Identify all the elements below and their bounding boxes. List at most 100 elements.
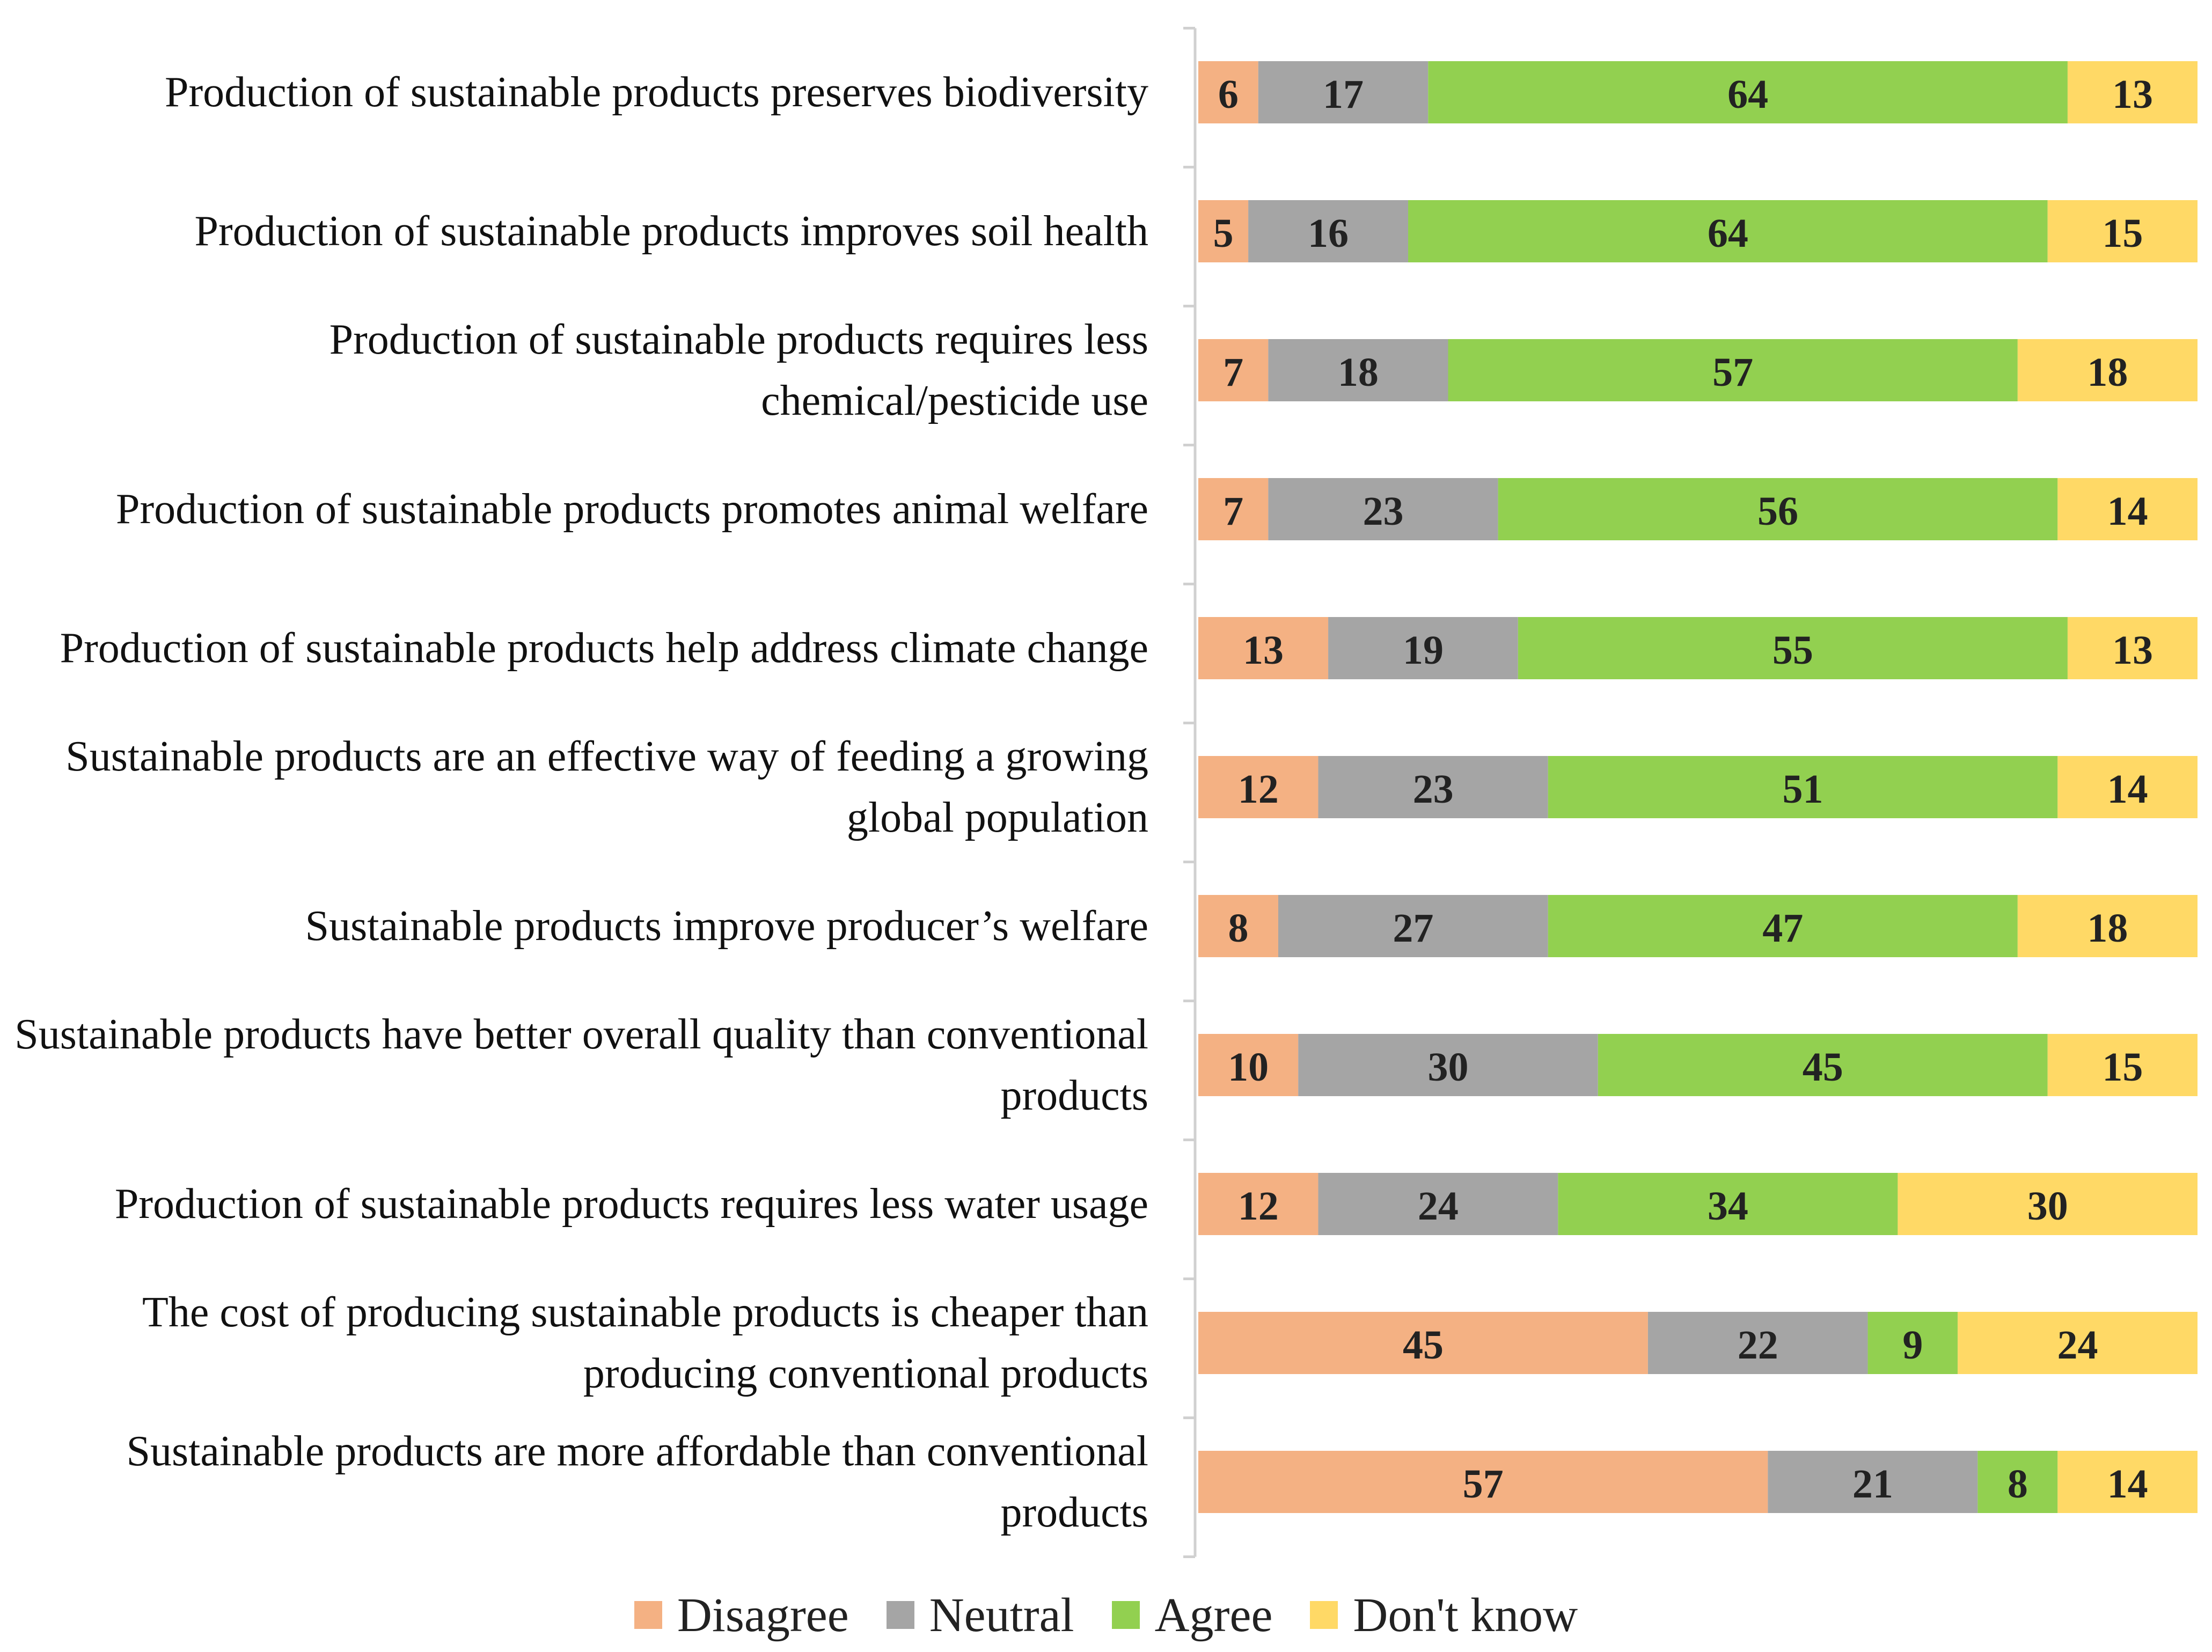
data-label: 13 xyxy=(2112,628,2153,673)
data-label: 23 xyxy=(1413,767,1454,812)
bar-segment xyxy=(1958,1312,2198,1374)
bar-segment xyxy=(2047,1034,2198,1096)
data-label: 18 xyxy=(2087,906,2128,951)
data-label: 47 xyxy=(1762,906,1803,951)
legend-item: Don't know xyxy=(1310,1588,1578,1643)
bar-segment xyxy=(1198,200,1249,262)
bar-segment xyxy=(2067,617,2198,679)
data-label: 17 xyxy=(1323,72,1364,117)
data-label: 55 xyxy=(1772,628,1813,673)
legend-label: Neutral xyxy=(929,1588,1074,1642)
bar-segment xyxy=(1318,1173,1558,1235)
data-label: 64 xyxy=(1727,72,1768,117)
data-label: 15 xyxy=(2102,1045,2143,1090)
data-label: 9 xyxy=(1902,1323,1923,1368)
legend-swatch xyxy=(1310,1601,1338,1629)
bar-segment xyxy=(1268,339,1448,401)
bar-segment xyxy=(1198,617,1329,679)
data-label: 24 xyxy=(1418,1184,1459,1229)
y-tick-label: Production of sustainable products impro… xyxy=(194,208,1149,255)
data-label: 45 xyxy=(1803,1045,1843,1090)
data-label: 12 xyxy=(1238,1184,1279,1229)
y-tick-label: The cost of producing sustainable produc… xyxy=(142,1289,1148,1397)
bar-segment xyxy=(1428,61,2068,123)
bar-segment xyxy=(1198,61,1258,123)
bar-segment xyxy=(1298,1034,1598,1096)
bar-segment xyxy=(1198,1451,1768,1513)
y-tick-label: Sustainable products have better overall… xyxy=(14,1011,1148,1119)
data-label: 34 xyxy=(1708,1184,1748,1229)
data-label: 22 xyxy=(1738,1323,1778,1368)
legend-item: Neutral xyxy=(886,1588,1074,1643)
bar-segment xyxy=(1198,895,1278,957)
y-tick-label: Sustainable products are an effective wa… xyxy=(65,733,1148,841)
y-tick-label: Sustainable products improve producer’s … xyxy=(305,902,1148,950)
bar-segment xyxy=(1318,756,1548,818)
bar-segment xyxy=(2047,200,2198,262)
data-label: 21 xyxy=(1852,1462,1893,1507)
data-label: 14 xyxy=(2107,1462,2148,1507)
data-label: 10 xyxy=(1228,1045,1269,1090)
bar-segment xyxy=(1408,200,2048,262)
bar-segment xyxy=(1198,339,1269,401)
bar-segment xyxy=(2057,756,2198,818)
data-label: 24 xyxy=(2057,1323,2098,1368)
data-label: 6 xyxy=(1218,72,1239,117)
bar-segment xyxy=(1548,756,2058,818)
bar-segment xyxy=(2017,339,2198,401)
data-label: 27 xyxy=(1393,906,1433,951)
bar-segment xyxy=(1518,617,2068,679)
bar-segment xyxy=(1198,1173,1319,1235)
data-label: 56 xyxy=(1757,489,1798,534)
legend-label: Disagree xyxy=(677,1588,849,1642)
data-label: 18 xyxy=(1338,350,1379,395)
plot-area: 6 17 64 13 5 16 64 15 7 18 57 18 7 23 56 14 13 19 55 13 12 23… xyxy=(1183,27,2198,1558)
data-label: 8 xyxy=(2008,1462,2028,1507)
data-label: 57 xyxy=(1463,1462,1504,1507)
bar-segment xyxy=(1647,1312,1868,1374)
data-label: 5 xyxy=(1213,211,1234,256)
data-label: 57 xyxy=(1712,350,1753,395)
bar-segment xyxy=(1598,1034,2048,1096)
legend: Disagree Neutral Agree Don't know xyxy=(0,1585,2212,1644)
bar-segment xyxy=(2057,478,2198,540)
data-label: 8 xyxy=(1228,906,1248,951)
data-label: 7 xyxy=(1223,350,1243,395)
bar-segment xyxy=(1268,478,1498,540)
data-label: 51 xyxy=(1783,767,1823,812)
bar-segment xyxy=(1977,1451,2058,1513)
y-tick-label: Production of sustainable products promo… xyxy=(116,486,1148,533)
legend-swatch xyxy=(886,1601,914,1629)
bar-segment xyxy=(1258,61,1429,123)
data-label: 64 xyxy=(1708,211,1748,256)
y-tick-label: Production of sustainable products prese… xyxy=(165,69,1148,116)
y-tick-label: Production of sustainable products help … xyxy=(60,625,1148,672)
bar-segment xyxy=(1198,1312,1648,1374)
data-label: 23 xyxy=(1363,489,1403,534)
bar-segment xyxy=(1867,1312,1958,1374)
bar-segment xyxy=(1328,617,1518,679)
y-tick-label: Sustainable products are more affordable… xyxy=(126,1428,1148,1536)
data-label: 14 xyxy=(2107,489,2148,534)
bar-segment xyxy=(1198,478,1269,540)
bar-segment xyxy=(1768,1451,1978,1513)
bar-segment xyxy=(1498,478,2058,540)
y-tick-label: Production of sustainable products requi… xyxy=(114,1180,1148,1228)
data-label: 19 xyxy=(1403,628,1444,673)
bar-segment xyxy=(2017,895,2198,957)
data-label: 45 xyxy=(1403,1323,1444,1368)
data-label: 30 xyxy=(2027,1184,2068,1229)
bar-segment xyxy=(1548,895,2018,957)
data-label: 30 xyxy=(1428,1045,1469,1090)
bar-segment xyxy=(1198,1034,1299,1096)
data-label: 18 xyxy=(2087,350,2128,395)
bar-segment xyxy=(2057,1451,2198,1513)
legend-label: Agree xyxy=(1154,1588,1273,1642)
legend-label: Don't know xyxy=(1353,1588,1578,1642)
bar-segment xyxy=(1448,339,2018,401)
bar-segment xyxy=(1898,1173,2198,1235)
legend-swatch xyxy=(634,1601,662,1629)
legend-item: Disagree xyxy=(634,1588,849,1643)
data-label: 16 xyxy=(1308,211,1349,256)
